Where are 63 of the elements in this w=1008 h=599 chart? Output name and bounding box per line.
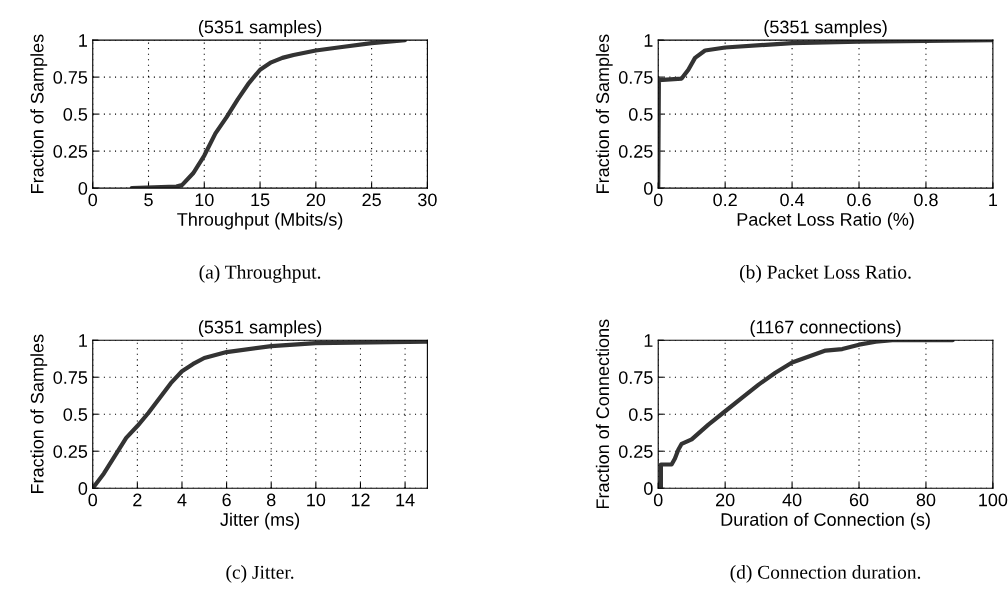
x-tick-label: 80	[916, 493, 936, 507]
y-tick-label: 1	[79, 334, 87, 347]
y-tick-label: 0.75	[618, 371, 653, 384]
y-axis-title: Fraction of Samples	[595, 34, 613, 193]
x-tick-label: 0	[88, 493, 98, 507]
x-axis-title: Duration of Connection (s)	[721, 512, 930, 530]
x-axis-title: Jitter (ms)	[220, 512, 300, 530]
y-tick-label: 0.5	[63, 108, 88, 121]
y-tick-label: 0.25	[618, 145, 653, 158]
chart-title: (5351 samples)	[198, 320, 322, 338]
y-tick-label: 0.75	[53, 371, 88, 384]
text: (d) Connection duration.	[730, 565, 921, 583]
y-axis-title: Fraction of Samples	[30, 34, 48, 193]
x-tick-label: 14	[396, 493, 415, 507]
y-tick-label: 1	[644, 34, 653, 47]
y-tick-label: 1	[644, 334, 653, 347]
y-tick-label: 0	[644, 482, 653, 495]
chart-title: (5351 samples)	[764, 20, 887, 37]
x-tick-label: 20	[306, 193, 326, 207]
x-tick-label: 25	[362, 193, 381, 207]
x-axis-title: Throughput (Mbits/s)	[177, 212, 343, 230]
x-tick-label: 8	[266, 493, 276, 507]
x-tick-label: 12	[351, 493, 370, 507]
x-axis-title: Packet Loss Ratio (%)	[737, 212, 914, 230]
text: (a) Throughput.	[199, 265, 321, 283]
x-tick-label: 0.8	[914, 193, 938, 207]
x-tick-label: 0	[653, 193, 663, 207]
chart-title: (1167 connections)	[750, 320, 901, 338]
y-tick-label: 0.25	[53, 145, 88, 158]
x-tick-label: 0	[653, 493, 663, 507]
y-tick-label: 0	[78, 182, 88, 195]
text: (c) Jitter.	[226, 565, 294, 583]
y-tick-label: 0.5	[628, 108, 653, 121]
y-tick-label: 0.75	[53, 71, 88, 84]
text: (b) Packet Loss Ratio.	[740, 265, 911, 283]
x-tick-label: 10	[307, 493, 326, 507]
x-tick-label: 60	[849, 493, 869, 507]
x-tick-label: 5	[144, 193, 153, 207]
x-tick-label: 20	[716, 493, 735, 507]
y-tick-label: 0.5	[63, 408, 88, 421]
x-tick-label: 4	[177, 493, 187, 507]
x-tick-label: 0.2	[713, 193, 737, 207]
x-tick-label: 10	[195, 193, 214, 207]
x-tick-label: 30	[418, 193, 437, 207]
x-tick-label: 2	[133, 493, 142, 507]
y-axis-title: Fraction of Samples	[30, 334, 48, 493]
y-tick-label: 0.75	[618, 71, 653, 84]
y-axis-title: Fraction of Connections	[595, 319, 610, 509]
x-tick-label: 6	[222, 493, 231, 507]
chart-title: (5351 samples)	[198, 20, 322, 37]
y-tick-label: 0.5	[628, 408, 653, 421]
x-tick-label: 0.4	[780, 193, 805, 207]
y-tick-label: 0	[78, 482, 88, 495]
x-tick-label: 0.6	[847, 193, 871, 207]
y-tick-label: 0.25	[53, 445, 88, 458]
x-tick-label: 40	[782, 493, 802, 507]
x-tick-label: 1	[989, 193, 998, 207]
x-tick-label: 15	[251, 193, 270, 207]
x-tick-label: 0	[88, 193, 98, 207]
x-tick-label: 100	[979, 493, 1008, 507]
y-tick-label: 0	[644, 182, 653, 195]
y-tick-label: 0.25	[618, 445, 653, 458]
y-tick-label: 1	[79, 34, 87, 47]
